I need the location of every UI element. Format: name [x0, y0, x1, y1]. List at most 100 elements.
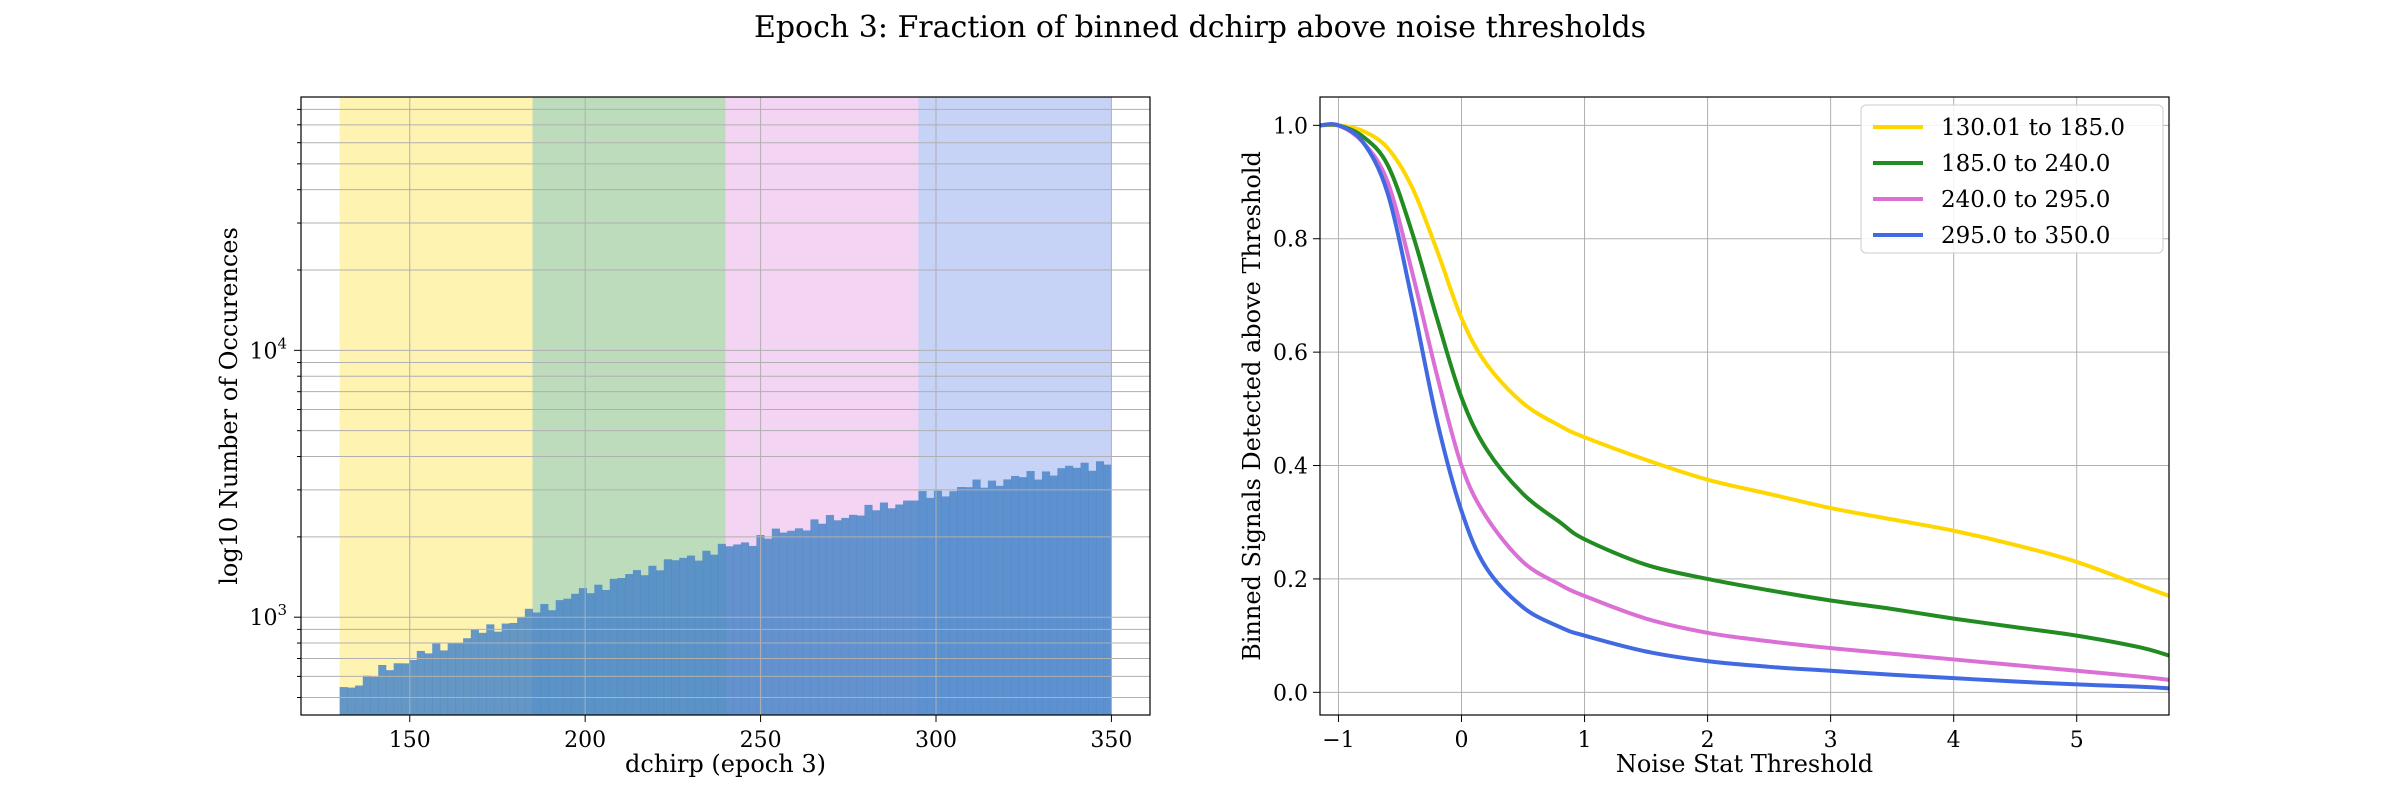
line-y-label: Binned Signals Detected above Threshold [1238, 151, 1266, 661]
line-ytick-label: 0.0 [1273, 681, 1308, 706]
histogram-bar [802, 530, 811, 715]
histogram-bar [1011, 475, 1020, 715]
histogram-bar [478, 632, 487, 715]
histogram-bar [1065, 465, 1074, 715]
line-xtick-label: 1 [1578, 728, 1592, 753]
histogram-bar [710, 554, 719, 715]
histogram-bar [409, 660, 418, 715]
histogram-bar [856, 515, 865, 715]
histogram-bar [517, 617, 526, 715]
histogram-bar [818, 523, 827, 715]
histogram-bar [987, 480, 997, 715]
line-xtick-label: 4 [1947, 728, 1961, 753]
histogram-bar [1041, 471, 1051, 715]
histogram-bar [416, 650, 425, 715]
histogram-bar [910, 500, 919, 715]
histogram-bar [594, 584, 603, 715]
histogram-bar [347, 687, 356, 715]
ytick-base: 10 [249, 339, 277, 364]
histogram-bar [671, 560, 680, 715]
histogram-bar [972, 479, 981, 715]
histogram-bar [424, 653, 433, 715]
histogram-band-1 [339, 97, 533, 715]
histogram-bar [625, 574, 634, 715]
histogram-grid [301, 97, 1150, 715]
line-ticks: −1 0 1 2 3 4 5 0.0 0.2 0.4 0.6 0.8 1.0 [1273, 114, 2084, 753]
histogram-bar [501, 623, 510, 715]
histogram-bar [378, 664, 387, 715]
histogram-bar [694, 560, 703, 715]
histogram-y-label: log10 Number of Occurences [215, 227, 243, 585]
histogram-bar [563, 598, 572, 715]
histogram-bar [957, 487, 966, 715]
histogram-bar [640, 575, 649, 715]
histogram-bar [362, 675, 371, 715]
histogram-bar [432, 643, 441, 715]
histogram-bar [455, 642, 464, 715]
histogram-bar [779, 532, 788, 715]
line-series-4 [1320, 122, 2169, 691]
line-xtick-label: 0 [1455, 728, 1469, 753]
histogram-bar [748, 545, 757, 715]
legend-label-3: 240.0 to 295.0 [1941, 187, 2110, 213]
histogram-bar [887, 508, 896, 715]
histogram-bar [1003, 479, 1012, 715]
histogram-bar [439, 650, 449, 715]
histogram-bar [524, 608, 533, 715]
histogram-bar [632, 570, 642, 715]
histogram-xtick-label: 250 [740, 728, 782, 753]
histogram-xtick-label: 350 [1090, 728, 1132, 753]
histogram-bar [609, 578, 618, 715]
histogram-bar [740, 542, 750, 715]
histogram-bar [1095, 461, 1105, 715]
line-panel: −1 0 1 2 3 4 5 0.0 0.2 0.4 0.6 0.8 1.0 Noise Stat Th… [1238, 96, 2170, 778]
histogram-bar [578, 588, 587, 715]
histogram-bar [339, 687, 348, 715]
line-ytick-label: 1.0 [1273, 114, 1308, 139]
histogram-bar [586, 593, 595, 715]
histogram-bar [725, 546, 734, 715]
line-series-group [1320, 122, 2169, 691]
histogram-bar [903, 500, 912, 715]
line-frame [1319, 96, 2170, 716]
histogram-bar [918, 491, 927, 715]
line-series-3 [1320, 122, 2169, 682]
line-x-label: Noise Stat Threshold [1616, 750, 1873, 778]
histogram-bar [1049, 475, 1058, 715]
histogram-bar [571, 593, 580, 715]
histogram-bar [393, 663, 402, 715]
histogram-bar [1026, 471, 1035, 715]
histogram-bar [617, 578, 626, 715]
histogram-bar [486, 624, 495, 715]
ytick-base: 10 [249, 606, 277, 631]
histogram-bar [1088, 470, 1097, 715]
histogram-bar [849, 514, 858, 715]
histogram-ytick-label: 103 [249, 601, 287, 631]
line-series-1 [1320, 122, 2169, 598]
histogram-bar [825, 514, 834, 715]
histogram-bar [1103, 464, 1112, 715]
histogram-bar [926, 497, 935, 715]
figure-title: Epoch 3: Fraction of binned dchirp above… [754, 10, 1646, 45]
histogram-bar [879, 502, 888, 715]
histogram-bar [1057, 468, 1066, 715]
histogram-frame [300, 96, 1151, 716]
histogram-bar [401, 663, 410, 715]
histogram-bar [1034, 479, 1043, 715]
histogram-bar [702, 550, 711, 715]
line-ytick-label: 0.6 [1273, 341, 1308, 366]
histogram-xtick-label: 200 [564, 728, 606, 753]
histogram-bar [787, 530, 796, 715]
histogram-bar [1072, 467, 1081, 715]
histogram-xtick-label: 300 [915, 728, 957, 753]
line-xtick-label: 5 [2070, 728, 2084, 753]
histogram-xtick-label: 150 [389, 728, 431, 753]
histogram-bar [872, 510, 881, 715]
histogram-bar [764, 538, 773, 715]
histogram-bar [385, 670, 395, 715]
ytick-exponent: 4 [277, 334, 287, 352]
line-ytick-label: 0.8 [1273, 228, 1308, 253]
